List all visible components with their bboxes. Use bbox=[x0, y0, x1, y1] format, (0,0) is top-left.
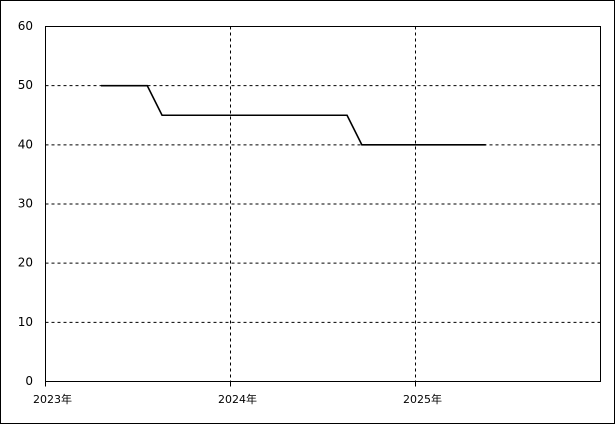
y-tick-label: 30 bbox=[18, 197, 33, 211]
y-tick-label: 50 bbox=[18, 78, 33, 92]
x-tick-label: 2025年 bbox=[403, 392, 442, 406]
y-tick-label: 10 bbox=[18, 315, 33, 329]
y-tick-label: 0 bbox=[25, 374, 33, 388]
line bbox=[101, 84, 486, 146]
x-tick-label: 2023年 bbox=[33, 392, 72, 406]
y-tick-label: 40 bbox=[18, 137, 33, 151]
plot-area bbox=[45, 26, 601, 382]
y-tick-label: 20 bbox=[18, 256, 33, 270]
y-tick-label: 60 bbox=[18, 19, 33, 33]
x-tick-label: 2024年 bbox=[218, 392, 257, 406]
